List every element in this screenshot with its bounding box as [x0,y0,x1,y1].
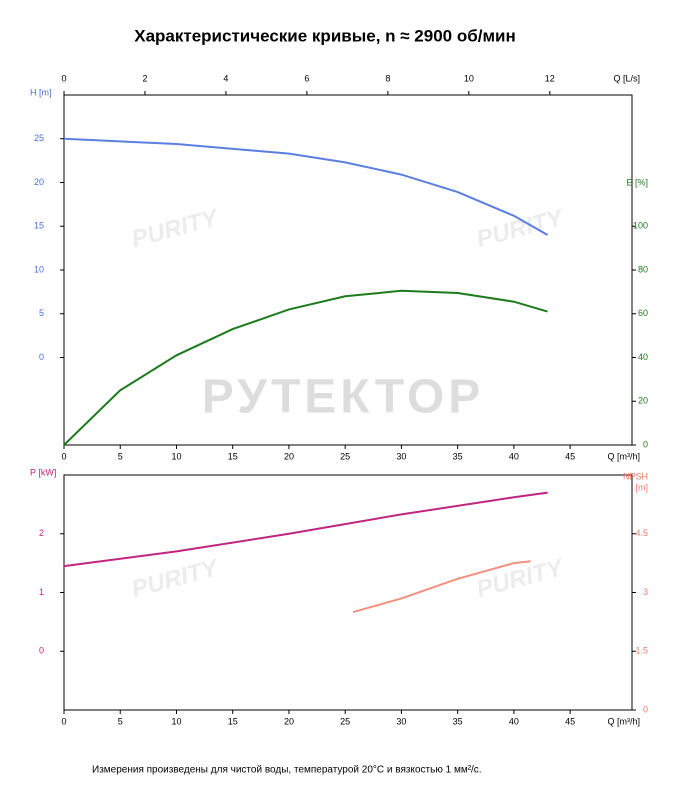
x2-tick-label: 10 [464,73,474,83]
x-tick-label: 10 [171,716,181,726]
y2-tick-label: 40 [638,352,648,362]
y2-tick-label: 20 [638,396,648,406]
y2-tick-label: 60 [638,308,648,318]
x2-tick-label: 2 [142,73,147,83]
series-line [352,560,531,614]
x-tick-label: 40 [509,716,519,726]
x-tick-label: 35 [453,451,463,461]
x2-tick-label: 0 [61,73,66,83]
y-tick-label: 10 [34,264,44,274]
y-axis-label: H [m] [30,87,52,97]
x-tick-label: 35 [453,716,463,726]
x-axis-label: Q [m³/h] [607,716,640,726]
x-tick-label: 0 [61,716,66,726]
series-line [63,491,548,568]
watermark: PURITY [129,204,223,253]
x-tick-label: 20 [284,451,294,461]
x-tick-label: 20 [284,716,294,726]
x-tick-label: 0 [61,451,66,461]
y2-tick-label: 4.5 [635,528,648,538]
x-tick-label: 5 [118,451,123,461]
page-title: Характеристические кривые, n ≈ 2900 об/м… [134,26,516,45]
x-tick-label: 10 [171,451,181,461]
x-tick-label: 30 [396,716,406,726]
x-tick-label: 30 [396,451,406,461]
x-tick-label: 25 [340,716,350,726]
y-tick-label: 1 [39,587,44,597]
y-tick-label: 2 [39,528,44,538]
y2-tick-label: 1.5 [635,646,648,656]
y2-axis-label: E [%] [626,177,648,187]
y2-tick-label: 0 [643,439,648,449]
x-tick-label: 40 [509,451,519,461]
y-tick-label: 25 [34,133,44,143]
y-tick-label: 15 [34,221,44,231]
y2-axis-label: [m] [636,482,649,492]
watermark: РУТЕКТОР [202,371,485,424]
x-tick-label: 45 [565,716,575,726]
x2-tick-label: 12 [545,73,555,83]
series-line [63,289,548,446]
y-tick-label: 5 [39,308,44,318]
x-tick-label: 5 [118,716,123,726]
y-axis-label: P [kW] [30,467,56,477]
x-tick-label: 25 [340,451,350,461]
y2-tick-label: 100 [633,221,648,231]
x-tick-label: 15 [228,451,238,461]
series-line [63,137,549,236]
y2-axis-label: NPSH [623,471,648,481]
y2-tick-label: 0 [643,704,648,714]
footnote: Измерения произведены для чистой воды, т… [92,765,482,776]
watermark: PURITY [129,554,223,603]
y2-tick-label: 80 [638,264,648,274]
y-tick-label: 0 [39,352,44,362]
x2-axis-label: Q [L/s] [613,73,640,83]
y-tick-label: 20 [34,177,44,187]
x-axis-label: Q [m³/h] [607,451,640,461]
x-tick-label: 15 [228,716,238,726]
watermark: PURITY [474,204,568,253]
x2-tick-label: 4 [223,73,228,83]
x2-tick-label: 8 [385,73,390,83]
y-tick-label: 0 [39,646,44,656]
y2-tick-label: 3 [643,587,648,597]
x2-tick-label: 6 [304,73,309,83]
x-tick-label: 45 [565,451,575,461]
